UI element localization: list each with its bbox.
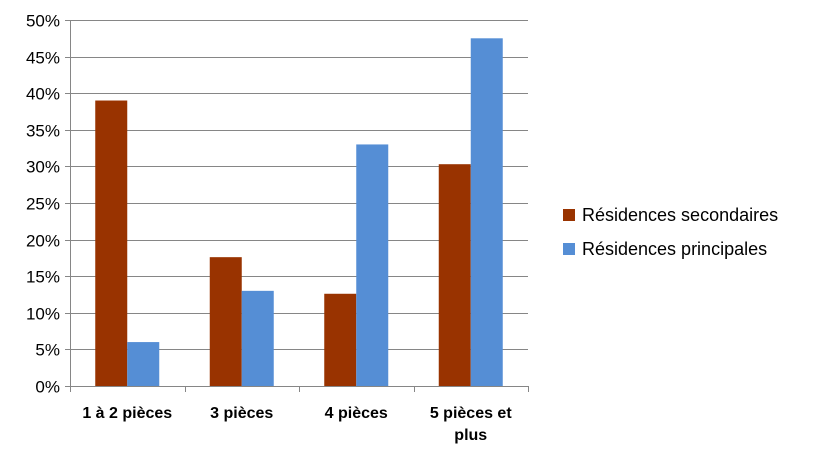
y-tick-label: 45% [26,49,60,68]
legend-swatch-principales [563,243,575,255]
y-tick-labels: 0% 5% 10% 15% 20% 25% 30% 35% 40% 45% 50% [26,12,60,397]
bars [95,38,503,387]
x-category-label: 3 pièces [210,405,273,422]
bar [438,164,471,386]
bar [324,293,357,386]
y-tick-label: 35% [26,122,60,141]
x-category-label: 1 à 2 pièces [82,405,172,422]
legend-label-secondaires: Résidences secondaires [582,204,779,225]
legend-label-principales: Résidences principales [582,238,768,259]
bar [470,38,503,387]
y-tick-label: 30% [26,158,60,177]
y-tick-label: 50% [26,12,60,31]
x-category-labels: 1 à 2 pièces 3 pièces 4 pièces 5 pièces et p… [82,405,512,444]
y-tick-label: 0% [35,378,60,397]
legend-item-principales: Résidences principales [563,232,813,266]
axes [70,20,529,392]
legend: Résidences secondaires Résidences princi… [563,198,813,266]
y-tick-label: 25% [26,195,60,214]
bar [95,100,128,387]
y-tick-label: 5% [35,341,60,360]
x-category-label: 4 pièces [325,405,388,422]
y-tick-label: 20% [26,232,60,251]
legend-swatch-secondaires [563,209,575,221]
y-tick-label: 10% [26,305,60,324]
legend-item-secondaires: Résidences secondaires [563,198,813,232]
bar [356,144,389,386]
bar [241,290,274,386]
y-tick-label: 40% [26,85,60,104]
bar [127,342,160,386]
bar [209,257,242,386]
x-category-label: 5 pièces et plus [430,405,513,444]
y-tick-label: 15% [26,268,60,287]
